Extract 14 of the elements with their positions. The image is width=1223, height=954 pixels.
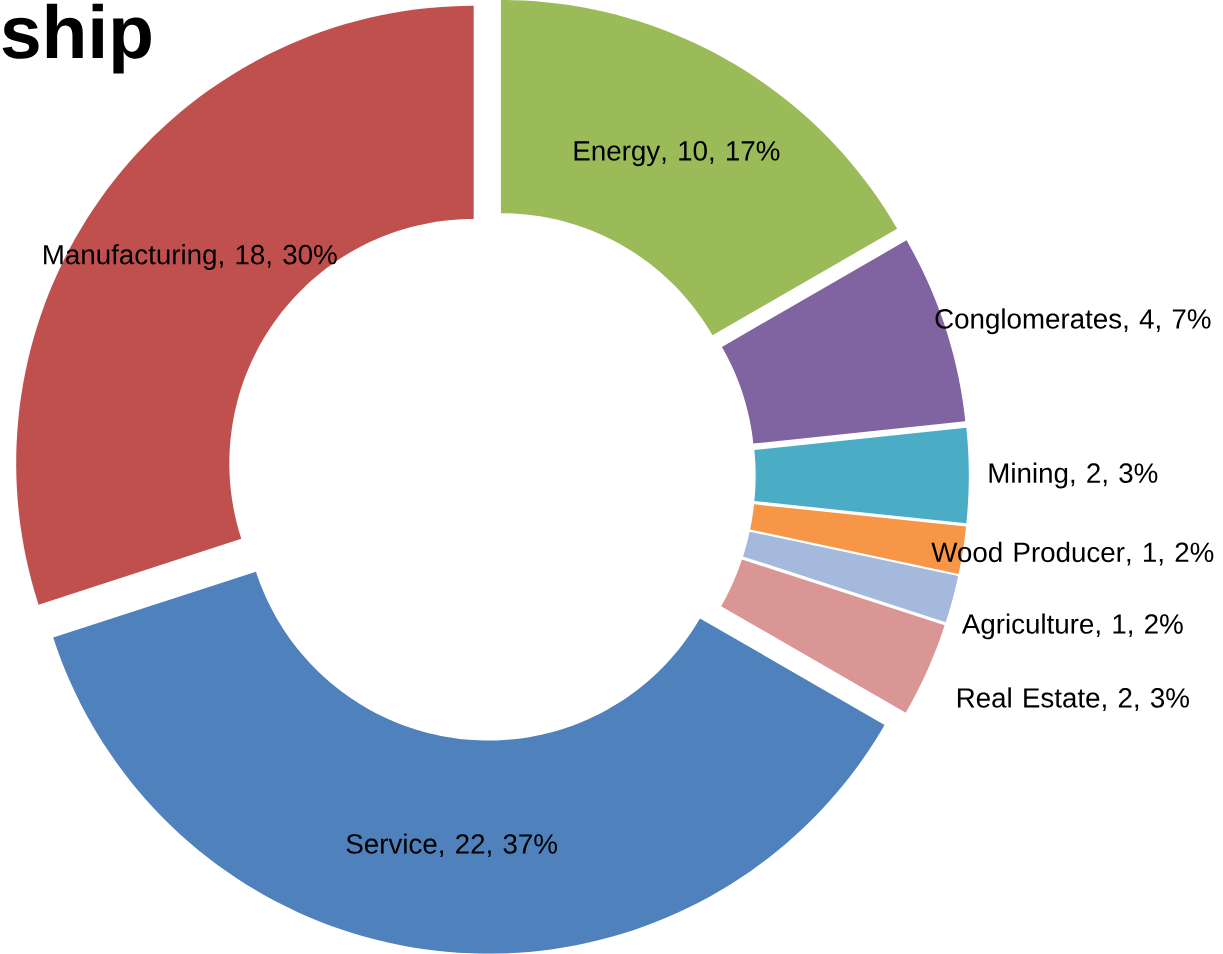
data-label: , 1, 2% bbox=[1096, 614, 1183, 638]
slice-label: Agriculture bbox=[961, 613, 1094, 640]
slice-label: Energy bbox=[574, 141, 661, 167]
data-label: , 10, 17% bbox=[662, 141, 780, 165]
data-label: , 4, 7% bbox=[1124, 309, 1211, 333]
slice-label: Mining bbox=[989, 462, 1068, 489]
data-label: , 2, 3% bbox=[1071, 463, 1158, 487]
data-label: , 2, 3% bbox=[1103, 688, 1189, 712]
chart-title: ship bbox=[2, 3, 151, 74]
slice-label: Service bbox=[346, 833, 437, 854]
data-label: , 18, 30% bbox=[220, 245, 337, 268]
data-label: , 1, 2% bbox=[1127, 542, 1214, 566]
slice-label: Real Estate bbox=[957, 687, 1100, 708]
data-label: , 22, 37% bbox=[440, 834, 557, 858]
